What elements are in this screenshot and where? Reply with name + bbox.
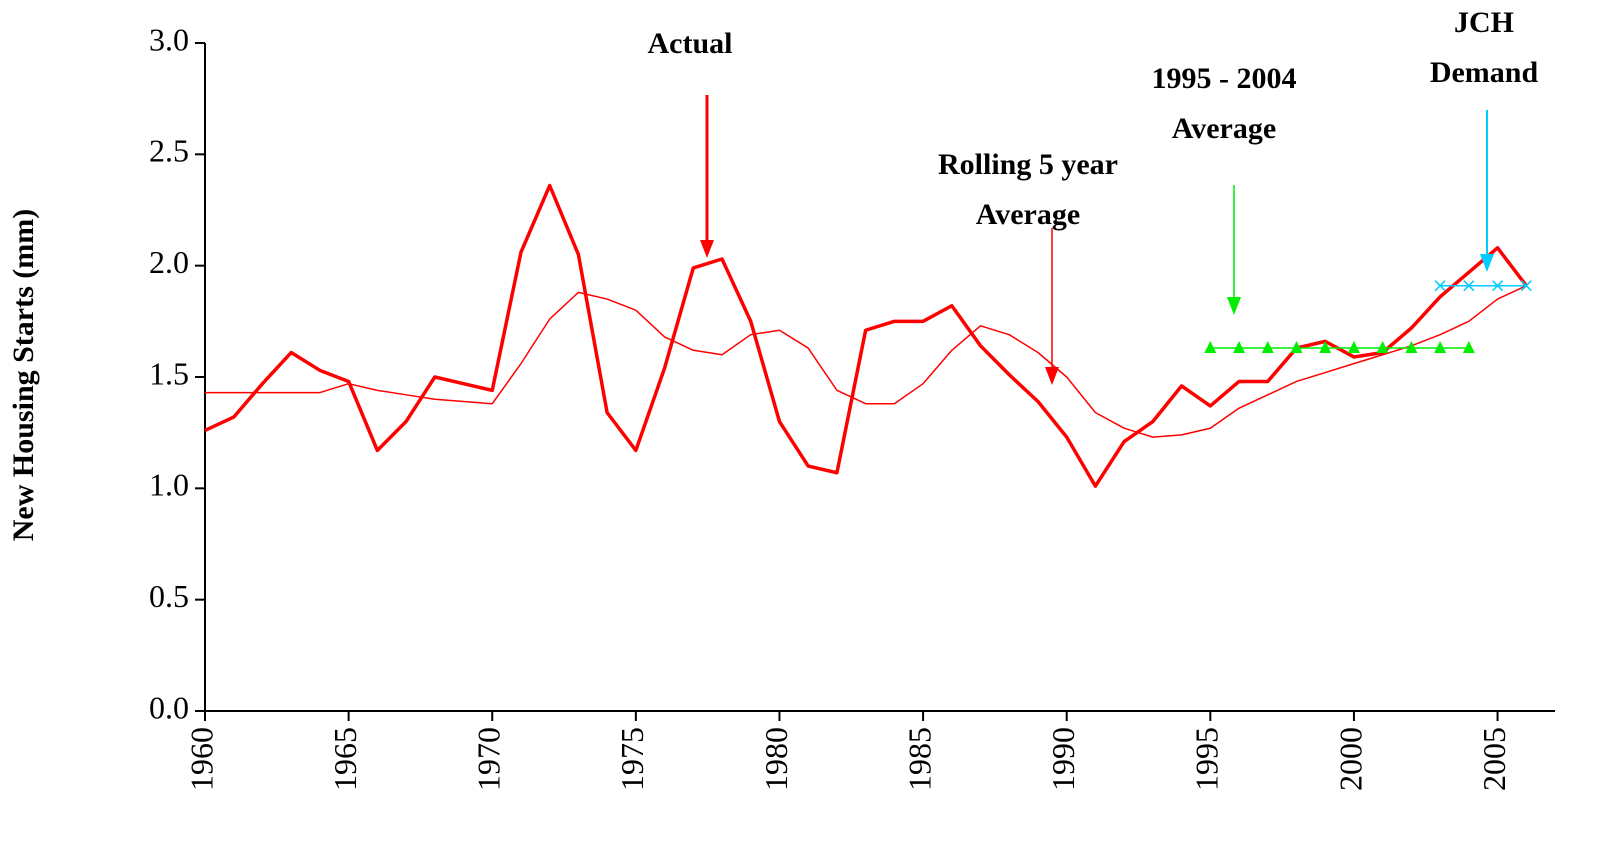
marker — [1520, 280, 1532, 292]
y-tick-label: 1.5 — [149, 355, 189, 391]
arrow-head — [1227, 297, 1241, 315]
arrow-head — [700, 240, 714, 258]
x-tick-label: 1960 — [183, 727, 219, 791]
y-tick-label: 2.0 — [149, 244, 189, 280]
marker — [1492, 280, 1504, 292]
x-tick-label: 1985 — [901, 727, 937, 791]
marker — [1319, 341, 1332, 354]
annotation: JCH — [1454, 6, 1514, 39]
x-tick-label: 1995 — [1189, 727, 1225, 791]
x-tick-label: 1975 — [614, 727, 650, 791]
x-tick-label: 1980 — [758, 727, 794, 791]
marker — [1376, 341, 1389, 354]
arrow-head — [1480, 254, 1494, 272]
annotation: Average — [976, 198, 1080, 231]
marker — [1462, 341, 1475, 354]
x-tick-label: 2000 — [1332, 727, 1368, 791]
marker — [1434, 280, 1446, 292]
y-tick-label: 3.0 — [149, 21, 189, 57]
marker — [1290, 341, 1303, 354]
marker — [1347, 341, 1360, 354]
annotation: Average — [1172, 112, 1276, 145]
annotation: Demand — [1430, 56, 1539, 89]
annotation: Rolling 5 year — [938, 148, 1118, 181]
marker — [1405, 341, 1418, 354]
marker — [1463, 280, 1475, 292]
x-tick-label: 2005 — [1476, 727, 1512, 791]
marker — [1261, 341, 1274, 354]
series-line — [205, 285, 1527, 438]
y-tick-label: 2.5 — [149, 133, 189, 169]
annotation: Actual — [648, 27, 733, 60]
y-tick-label: 1.0 — [149, 467, 189, 503]
y-tick-label: 0.0 — [149, 689, 189, 725]
x-tick-label: 1990 — [1045, 727, 1081, 791]
y-tick-label: 0.5 — [149, 578, 189, 614]
x-tick-label: 1965 — [327, 727, 363, 791]
marker — [1434, 341, 1447, 354]
arrow-head — [1045, 367, 1059, 385]
y-axis-label: New Housing Starts (mm) — [7, 209, 40, 541]
marker — [1204, 341, 1217, 354]
annotation: 1995 - 2004 — [1152, 62, 1297, 95]
series-line — [204, 183, 1528, 488]
marker — [1233, 341, 1246, 354]
x-tick-label: 1970 — [471, 727, 507, 791]
